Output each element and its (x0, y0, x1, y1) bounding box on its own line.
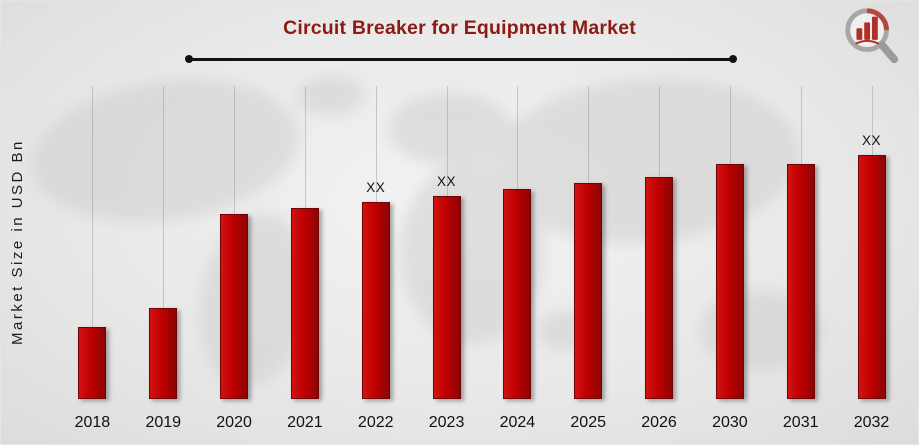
bar-column-2021: 2021 (269, 86, 340, 431)
bar-2032[interactable] (857, 154, 886, 399)
x-tick-label-2031: 2031 (782, 414, 819, 431)
bar-value-label-2032: XX (862, 132, 882, 148)
x-tick-label-2030: 2030 (712, 414, 748, 431)
bar-column-2018: 2018 (57, 86, 128, 431)
bar-2022[interactable] (361, 201, 390, 399)
bar-2021[interactable] (290, 208, 319, 399)
bar-column-2020: 2020 (199, 86, 270, 431)
bar-column-2022: XX 2022 (340, 86, 411, 431)
bar-column-2031: 2031 (765, 86, 836, 431)
bar-2018[interactable] (78, 327, 107, 399)
x-tick-label-2020: 2020 (216, 414, 252, 431)
bar-value-label-2023: XX (437, 173, 457, 189)
bar-2019[interactable] (149, 308, 178, 399)
bar-2025[interactable] (574, 183, 603, 399)
bar-column-2023: XX 2023 (411, 86, 482, 431)
plot-area: 2018 2019 2020 2021 XX 2022 XX 2023 2024 2025 2026… (57, 86, 907, 431)
x-tick-label-2019: 2019 (145, 414, 182, 431)
bar-2030[interactable] (715, 164, 744, 399)
x-tick-label-2023: 2023 (428, 414, 465, 431)
x-tick-label-2021: 2021 (287, 414, 323, 431)
bar-column-2026: 2026 (624, 86, 695, 431)
bar-column-2030: 2030 (694, 86, 765, 431)
x-tick-label-2025: 2025 (570, 414, 606, 431)
vertical-gridline (92, 86, 94, 399)
vertical-gridline (163, 86, 165, 399)
brand-logo-icon (845, 8, 899, 64)
x-tick-label-2022: 2022 (357, 414, 394, 431)
x-tick-label-2032: 2032 (853, 414, 890, 431)
chart-title: Circuit Breaker for Equipment Market (283, 17, 636, 39)
title-underline (185, 55, 737, 63)
bar-2020[interactable] (220, 214, 249, 399)
bar-2024[interactable] (503, 189, 532, 399)
bar-value-label-2022: XX (366, 179, 386, 195)
bar-column-2019: 2019 (128, 86, 199, 431)
x-tick-label-2018: 2018 (74, 414, 111, 431)
bar-column-2032: XX 2032 (836, 86, 907, 431)
x-tick-label-2024: 2024 (499, 414, 536, 431)
bar-2023[interactable] (432, 195, 461, 399)
bar-column-2025: 2025 (553, 86, 624, 431)
y-axis-label: Market Size in USD Bn (9, 139, 26, 346)
bar-2026[interactable] (645, 176, 674, 399)
x-tick-label-2026: 2026 (641, 414, 677, 431)
bar-column-2024: 2024 (482, 86, 553, 431)
bar-2031[interactable] (786, 164, 815, 399)
